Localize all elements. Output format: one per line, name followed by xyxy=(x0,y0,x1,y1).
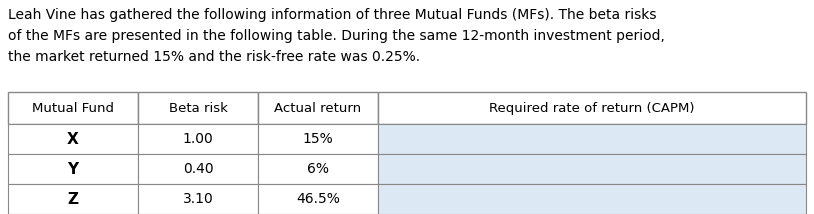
Bar xyxy=(8,184,138,214)
Text: Mutual Fund: Mutual Fund xyxy=(32,101,114,114)
Text: Required rate of return (CAPM): Required rate of return (CAPM) xyxy=(489,101,695,114)
Bar xyxy=(378,92,806,124)
Text: Leah Vine has gathered the following information of three Mutual Funds (MFs). Th: Leah Vine has gathered the following inf… xyxy=(8,8,657,22)
Text: the market returned 15% and the risk-free rate was 0.25%.: the market returned 15% and the risk-fre… xyxy=(8,50,420,64)
Bar xyxy=(258,92,378,124)
Text: 1.00: 1.00 xyxy=(182,132,213,146)
Text: of the MFs are presented in the following table. During the same 12-month invest: of the MFs are presented in the followin… xyxy=(8,29,665,43)
Bar xyxy=(8,124,138,154)
Text: 6%: 6% xyxy=(307,162,329,176)
Bar xyxy=(8,154,138,184)
Bar xyxy=(378,184,806,214)
Text: Actual return: Actual return xyxy=(274,101,361,114)
Bar xyxy=(378,154,806,184)
Text: 46.5%: 46.5% xyxy=(296,192,340,206)
Text: Beta risk: Beta risk xyxy=(168,101,227,114)
Text: 15%: 15% xyxy=(303,132,334,146)
Text: Z: Z xyxy=(68,192,78,207)
Text: Y: Y xyxy=(68,162,79,177)
Bar xyxy=(138,184,258,214)
Bar xyxy=(258,124,378,154)
Bar xyxy=(258,184,378,214)
Bar xyxy=(138,124,258,154)
Bar xyxy=(138,154,258,184)
Text: 0.40: 0.40 xyxy=(182,162,213,176)
Bar xyxy=(138,92,258,124)
Bar xyxy=(8,92,138,124)
Bar xyxy=(258,154,378,184)
Text: 3.10: 3.10 xyxy=(182,192,213,206)
Text: X: X xyxy=(67,131,79,147)
Bar xyxy=(378,124,806,154)
